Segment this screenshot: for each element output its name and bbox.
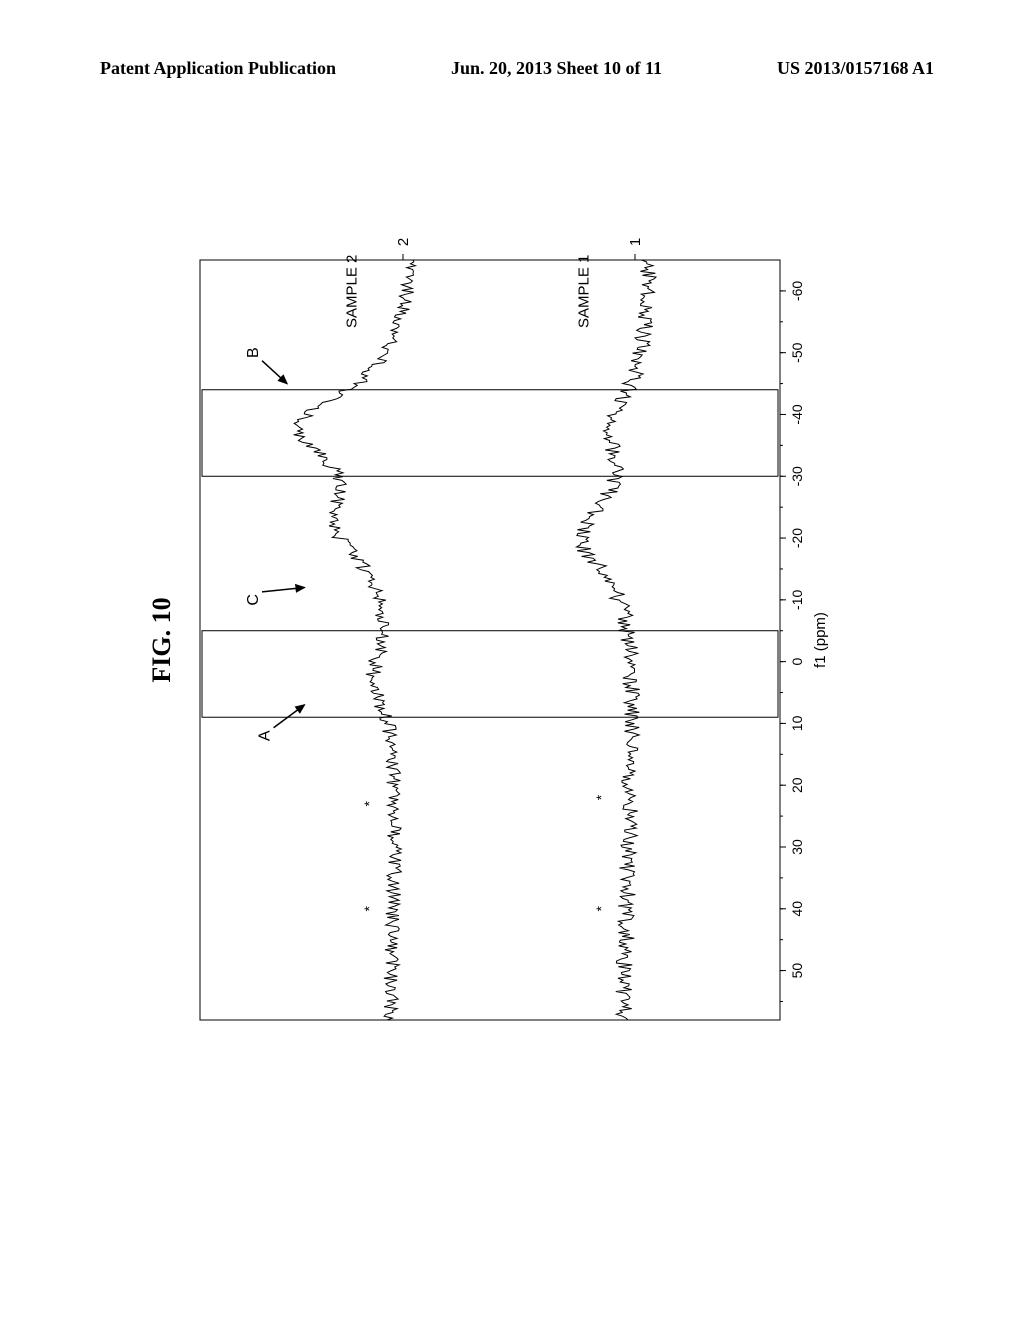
annotation-label-b: B — [245, 347, 262, 358]
star-mark: * — [361, 800, 377, 806]
annotation-arrow-c — [262, 587, 304, 591]
right-axis-label: 1 — [627, 238, 644, 246]
x-tick-label: -40 — [789, 404, 805, 424]
annotation-arrow-b — [262, 361, 287, 384]
star-mark: * — [361, 906, 377, 912]
x-tick-label: 50 — [789, 963, 805, 979]
x-tick-label: -50 — [789, 342, 805, 362]
spectrum-sample-1 — [577, 260, 657, 1020]
star-mark: * — [593, 906, 609, 912]
x-tick-label: -30 — [789, 466, 805, 486]
header-right: US 2013/0157168 A1 — [777, 58, 934, 79]
page-header: Patent Application Publication Jun. 20, … — [0, 58, 1024, 79]
x-tick-label: 10 — [789, 715, 805, 731]
annotation-label-a: A — [257, 730, 274, 741]
spectrum-chart: FIG. 10 50 40 30 20 10 0 -10 -20 -30 -40 -50 -60 f1 (… — [140, 190, 860, 1090]
annotation-arrow-a — [274, 705, 305, 728]
x-tick-label: 0 — [789, 658, 805, 666]
x-tick-label: -20 — [789, 528, 805, 548]
figure-10: FIG. 10 50 40 30 20 10 0 -10 -20 -30 -40 -50 -60 f1 (… — [140, 190, 860, 1090]
x-tick-label: -10 — [789, 590, 805, 610]
plot-border — [200, 260, 780, 1020]
x-tick-label: 20 — [789, 777, 805, 793]
figure-title: FIG. 10 — [147, 597, 176, 682]
right-axis-label: 2 — [395, 238, 412, 246]
annotation-box-b — [202, 390, 778, 477]
spectrum-sample-2 — [294, 260, 416, 1020]
x-tick-label: 40 — [789, 901, 805, 917]
x-tick-label: 30 — [789, 839, 805, 855]
sample-label: SAMPLE 1 — [576, 255, 593, 328]
sample-label: SAMPLE 2 — [344, 255, 361, 328]
header-left: Patent Application Publication — [100, 58, 336, 79]
header-center: Jun. 20, 2013 Sheet 10 of 11 — [451, 58, 662, 79]
star-mark: * — [593, 794, 609, 800]
x-tick-label: -60 — [789, 281, 805, 301]
annotation-label-c: C — [245, 594, 262, 606]
annotation-box-a — [202, 631, 778, 718]
x-axis-label: f1 (ppm) — [812, 612, 829, 668]
